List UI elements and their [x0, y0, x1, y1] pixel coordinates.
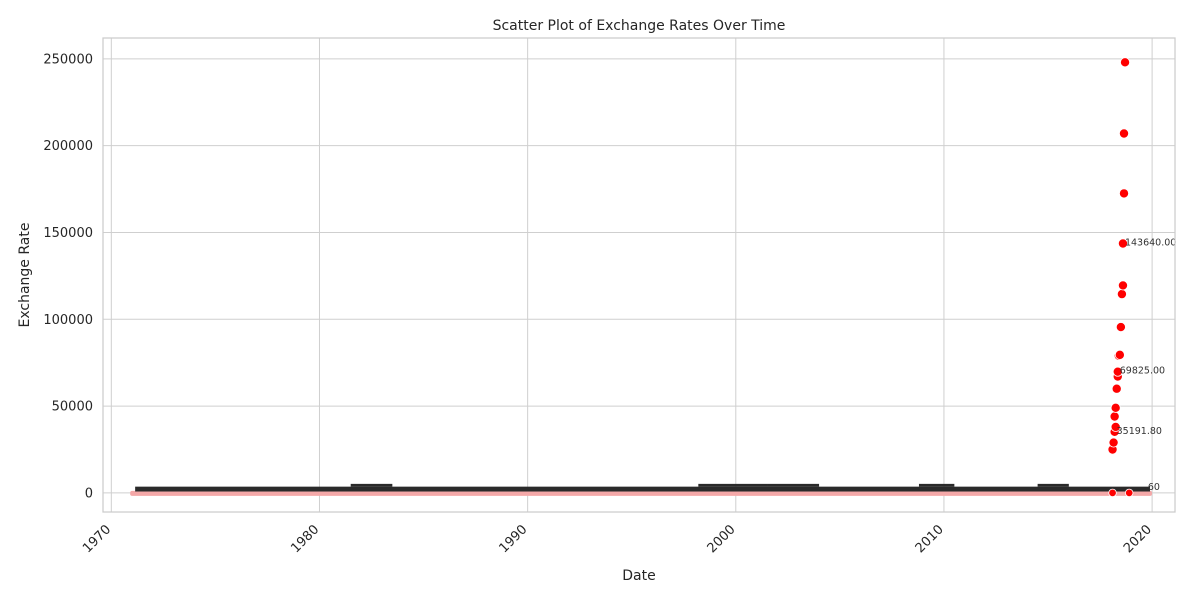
y-tick-label: 150000 [43, 226, 93, 241]
data-point [1119, 188, 1130, 199]
overlapping-labels-cluster [918, 483, 955, 487]
x-tick-label: 1990 [496, 522, 530, 556]
overlapping-labels-cluster [350, 483, 393, 487]
data-point [1110, 402, 1121, 413]
point-annotation: 143640.00 [1125, 238, 1176, 249]
y-axis-label: Exchange Rate [17, 223, 33, 328]
data-point [1116, 289, 1127, 300]
point-annotation: 69825.00 [1120, 366, 1165, 377]
low-value-markers [130, 490, 1153, 496]
y-tick-label: 0 [85, 486, 93, 501]
data-points [1107, 57, 1134, 498]
x-tick-label: 1970 [80, 522, 114, 556]
data-point [1112, 366, 1123, 377]
data-point [1125, 488, 1134, 498]
data-point [1117, 238, 1128, 249]
data-point [1114, 349, 1125, 360]
data-point [1109, 411, 1120, 422]
baseline-band [130, 483, 1153, 496]
data-point [1111, 383, 1122, 394]
y-tick-label: 50000 [52, 400, 93, 415]
x-tick-label: 1980 [288, 522, 322, 556]
overlapping-labels-cluster [767, 483, 820, 487]
x-tick-label: 2000 [705, 522, 739, 556]
overlapping-labels-cluster [698, 483, 768, 487]
data-point [1110, 421, 1121, 432]
data-point [1108, 488, 1117, 498]
grid-lines [103, 38, 1175, 512]
overlapping-labels-band [135, 486, 1151, 492]
data-point [1119, 128, 1130, 139]
x-axis-label: Date [622, 568, 655, 584]
chart-title: Scatter Plot of Exchange Rates Over Time [493, 18, 786, 34]
data-point [1120, 57, 1131, 68]
data-point [1117, 280, 1128, 291]
overlapping-labels-cluster [1037, 483, 1069, 487]
y-tick-label: 250000 [43, 52, 93, 67]
y-tick-labels: 0 50000 100000 150000 200000 250000 [43, 52, 93, 501]
x-tick-labels: 1970 1980 1990 2000 2010 2020 [80, 522, 1155, 556]
data-point [1115, 322, 1126, 333]
y-tick-label: 100000 [43, 313, 93, 328]
data-point [1108, 437, 1119, 448]
plot-frame [102, 37, 1176, 513]
annotations: 143640.00 69825.00 35191.80 60 [1117, 238, 1177, 494]
x-tick-label: 2020 [1121, 522, 1155, 556]
x-tick-label: 2010 [913, 522, 947, 556]
point-annotation: 35191.80 [1117, 426, 1162, 437]
y-tick-label: 200000 [43, 139, 93, 154]
point-annotation: 60 [1148, 482, 1160, 493]
